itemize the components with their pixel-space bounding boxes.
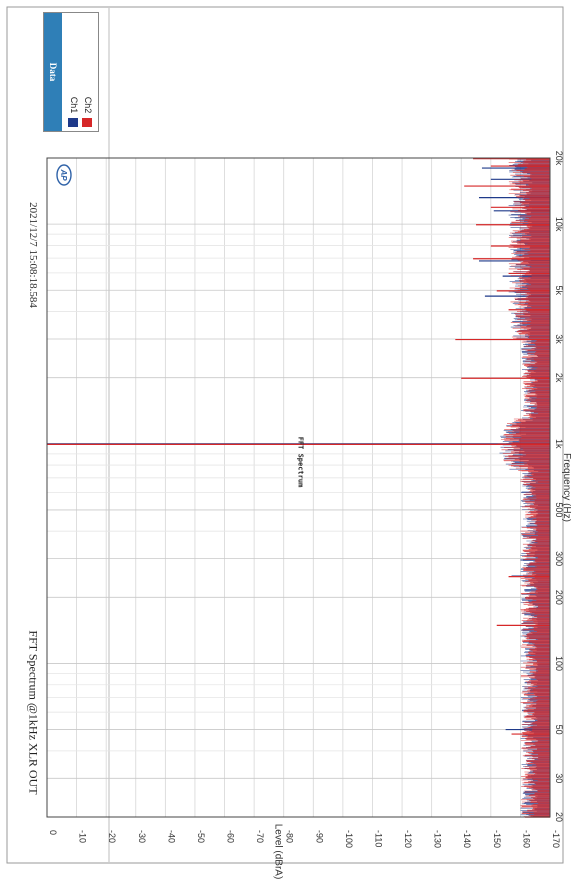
legend-title: Data — [48, 62, 58, 82]
y-tick-label: -120 — [403, 830, 413, 848]
y-tick-label: -30 — [137, 830, 147, 843]
x-tick-label: 10k — [554, 217, 564, 232]
x-tick-label: 50 — [554, 725, 564, 735]
x-tick-label: 300 — [554, 551, 564, 566]
y-tick-label: -80 — [285, 830, 295, 843]
y-tick-label: -100 — [344, 830, 354, 848]
outer-border — [6, 6, 564, 864]
x-tick-label: 200 — [554, 590, 564, 605]
timestamp-label: 2021/12/7 15:08:18.584 — [26, 202, 39, 308]
y-tick-label: -150 — [492, 830, 502, 848]
y-tick-label: 0 — [48, 830, 58, 835]
y-tick-label: -90 — [314, 830, 324, 843]
legend: Data Ch1 Ch2 — [43, 12, 99, 132]
x-tick-label: 1k — [554, 439, 564, 449]
legend-label-ch2: Ch2 — [83, 96, 93, 114]
legend-item-ch1[interactable]: Ch1 — [68, 96, 79, 127]
ap-logo-text: AP — [59, 168, 68, 181]
ap-logo: AP — [56, 164, 72, 186]
y-axis-label: Level (dBrA) — [272, 823, 284, 879]
legend-title-bar: Data — [44, 13, 62, 131]
series-ch1 — [47, 158, 550, 818]
legend-label-ch1: Ch1 — [69, 96, 79, 114]
y-tick-label: -110 — [373, 830, 383, 847]
x-tick-label: 5k — [554, 285, 564, 295]
y-tick-label: -160 — [521, 830, 531, 848]
x-tick-label: 500 — [554, 502, 564, 517]
x-axis-label: Frequency (Hz) — [560, 452, 571, 522]
spectrum-traces — [47, 158, 550, 818]
x-tick-label: 100 — [554, 656, 564, 671]
x-tick-label: 2k — [554, 373, 564, 383]
center-title: FFT Spectrum — [295, 436, 304, 488]
x-axis-ticks: 20 30 50 100 200 300 500 1k 2k 3k 5k 10k 20k — [554, 151, 564, 822]
x-tick-label: 30 — [554, 773, 564, 783]
x-tick-label: 3k — [554, 334, 564, 344]
chart-title: FFT Spectrum @1kHz XLR OUT — [26, 629, 41, 795]
legend-item-ch2[interactable]: Ch2 — [82, 96, 93, 127]
series-ch2 — [47, 158, 550, 818]
legend-swatch-ch1 — [68, 118, 78, 127]
plot-border — [46, 157, 551, 818]
y-tick-label: -10 — [78, 830, 88, 843]
y-tick-label: -130 — [433, 830, 443, 848]
legend-swatch-ch2 — [82, 118, 92, 127]
y-tick-label: -60 — [226, 830, 236, 843]
y-tick-label: -70 — [255, 830, 265, 843]
y-axis-ticks: 0 -10 -20 -30 -40 -50 -60 -70 -80 -90 -100 -110 -120… — [48, 830, 561, 848]
y-tick-label: -20 — [107, 830, 117, 843]
x-tick-label: 20 — [554, 812, 564, 822]
x-tick-label: 20k — [554, 151, 564, 166]
y-tick-label: -50 — [196, 830, 206, 843]
y-tick-label: -170 — [551, 830, 561, 848]
plot-grid — [46, 157, 551, 818]
y-tick-label: -40 — [166, 830, 176, 843]
y-tick-label: -140 — [462, 830, 472, 848]
